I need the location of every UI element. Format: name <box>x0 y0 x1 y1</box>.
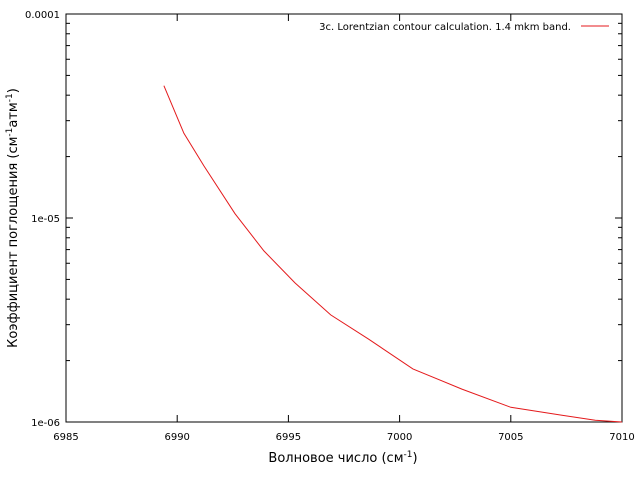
x-tick-label: 6990 <box>164 432 189 443</box>
y-tick-label: 1e-06 <box>31 418 60 429</box>
y-axis-title-sup2: -1 <box>5 93 15 102</box>
x-tick-label: 6985 <box>53 432 78 443</box>
legend: 3c. Lorentzian contour calculation. 1.4 … <box>319 22 609 33</box>
x-axis-title-tail: ) <box>412 451 417 466</box>
legend-label-0: 3c. Lorentzian contour calculation. 1.4 … <box>319 22 571 33</box>
y-tick-label: 0.0001 <box>25 10 60 21</box>
x-tick-label: 7000 <box>387 432 412 443</box>
x-tick-label: 6995 <box>276 432 301 443</box>
series-line-0 <box>163 85 623 423</box>
series-group <box>163 85 623 423</box>
tick-labels: 6985 6990 6995 7000 7005 7010 1e-06 1e-05 0.0001 <box>25 10 635 443</box>
y-axis-title-main: Коэффициент поглощения (см <box>6 137 21 348</box>
plot-border <box>65 13 623 423</box>
x-axis-title-sup: -1 <box>404 450 413 460</box>
x-tick-label: 7010 <box>609 432 634 443</box>
x-axis-title: Волновое число (см-1) <box>268 450 417 466</box>
y-axis-title-sup1: -1 <box>5 128 15 137</box>
x-tick-label: 7005 <box>498 432 523 443</box>
y-axis-title-mid: атм <box>6 102 21 127</box>
x-axis-title-main: Волновое число (см <box>268 451 403 466</box>
ticks <box>65 13 623 423</box>
y-axis-title: Коэффициент поглощения (см-1атм-1) <box>5 88 21 348</box>
y-axis-title-tail: ) <box>6 88 21 93</box>
y-tick-label: 1e-05 <box>31 214 60 225</box>
